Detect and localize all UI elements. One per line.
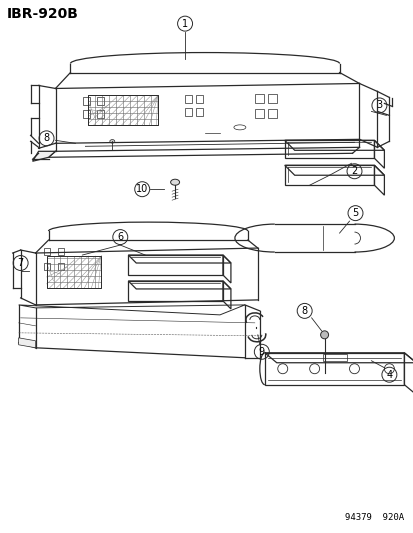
Bar	[97, 98, 104, 106]
Bar	[58, 248, 64, 255]
Bar	[185, 95, 192, 103]
Bar	[83, 98, 90, 106]
Ellipse shape	[170, 179, 179, 185]
Text: 4: 4	[385, 370, 392, 379]
Text: 10: 10	[136, 184, 148, 194]
Text: IBR-920B: IBR-920B	[7, 7, 78, 21]
Bar	[43, 248, 50, 255]
Bar	[43, 263, 50, 270]
Text: 8: 8	[301, 306, 307, 316]
Bar	[322, 354, 346, 361]
Text: 3: 3	[375, 100, 382, 110]
Polygon shape	[33, 151, 55, 161]
Text: 5: 5	[351, 208, 358, 218]
Bar	[196, 108, 202, 116]
Text: 94379  920A: 94379 920A	[344, 513, 404, 522]
Polygon shape	[19, 338, 36, 348]
Bar	[185, 108, 192, 116]
Text: 2: 2	[351, 166, 357, 176]
Circle shape	[320, 331, 328, 339]
Bar	[83, 110, 90, 118]
Ellipse shape	[109, 140, 114, 143]
Text: 6: 6	[117, 232, 123, 242]
Bar	[254, 94, 263, 103]
Text: 8: 8	[43, 133, 50, 143]
Text: 9: 9	[258, 347, 264, 357]
Bar	[254, 109, 263, 118]
Text: 1: 1	[182, 19, 188, 29]
Bar	[267, 109, 276, 118]
Text: 7: 7	[17, 258, 24, 268]
Bar	[58, 263, 64, 270]
Bar	[267, 94, 276, 103]
Bar	[97, 110, 104, 118]
Bar	[196, 95, 202, 103]
